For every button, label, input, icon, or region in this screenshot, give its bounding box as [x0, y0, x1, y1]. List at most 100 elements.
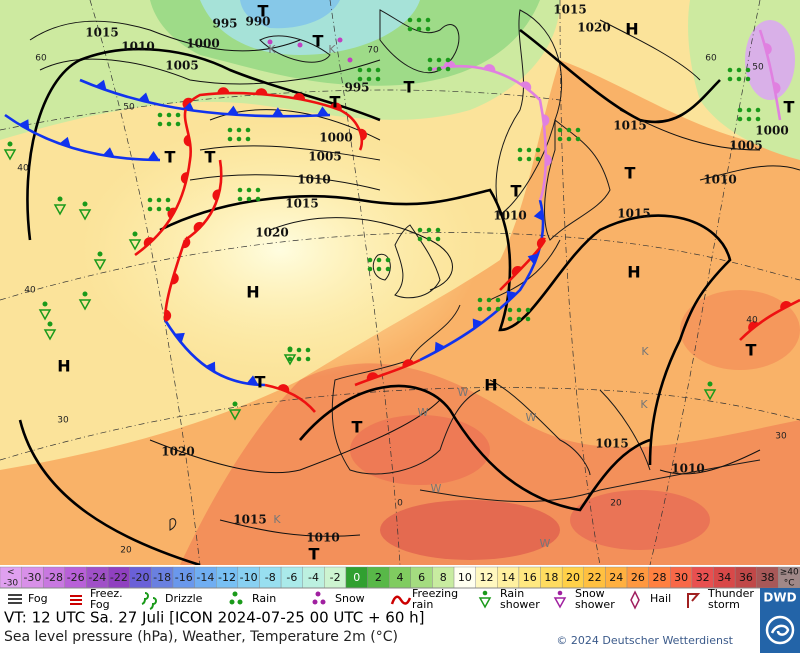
front-symbol — [182, 100, 195, 111]
front-symbol — [520, 81, 532, 92]
legend-item: Rain — [229, 591, 276, 605]
rain-dot — [516, 316, 522, 322]
legend-label-line: shower — [500, 598, 540, 611]
rain-dot — [425, 17, 431, 23]
legend-label: Thunder storm — [707, 587, 754, 611]
region-mark: K — [328, 43, 336, 56]
isobar-label: 1015 — [553, 3, 586, 17]
pressure-system: H — [484, 376, 497, 395]
scale-label: 38 — [761, 571, 775, 584]
shower-dot — [232, 401, 238, 407]
pressure-system: T — [511, 182, 522, 201]
rain-dot — [376, 266, 382, 272]
isobar-label: 1015 — [595, 437, 628, 451]
snow-dot — [297, 42, 303, 48]
front-symbol — [18, 119, 30, 131]
legend-label-line: Thunder — [707, 587, 754, 600]
scale-label: 8 — [440, 571, 447, 584]
rain-dot — [575, 136, 581, 142]
scale-label: -20 — [132, 571, 150, 584]
front-symbol — [212, 189, 220, 202]
rain-dot — [175, 112, 181, 118]
region-mark: W — [418, 406, 429, 419]
shower-dot — [97, 251, 103, 257]
rain-dot — [727, 76, 733, 82]
scale-label: -8 — [265, 571, 276, 584]
legend-item: Freezing rain — [390, 587, 458, 611]
rain-dot — [236, 127, 242, 133]
legend-item: Hail — [630, 590, 671, 610]
front-symbol — [360, 128, 367, 141]
rain-dot — [227, 127, 233, 133]
rain-dot — [367, 257, 373, 263]
rain-dot — [507, 316, 513, 322]
rain-dot — [255, 187, 261, 193]
legend-label: Rain shower — [500, 587, 540, 611]
shower-symbol — [283, 354, 297, 366]
isobar-label: 1010 — [493, 209, 526, 223]
scale-label: 18 — [544, 571, 558, 584]
scale-label: 2 — [375, 571, 382, 584]
legend-label: Freez. Fog — [90, 587, 123, 611]
graticule-label: 50 — [123, 103, 135, 113]
shower-dot — [82, 201, 88, 207]
rain-dot — [477, 306, 483, 312]
scale-label: -6 — [286, 571, 297, 584]
rain-dot — [436, 57, 442, 63]
front-symbol — [472, 318, 483, 330]
pressure-system: T — [746, 341, 757, 360]
pressure-system: T — [313, 32, 324, 51]
rain-dot — [526, 156, 532, 162]
front-symbol — [780, 301, 792, 310]
rain-dot — [517, 147, 523, 153]
front-symbol — [527, 253, 539, 265]
scale-label: -22 — [110, 571, 128, 584]
copyright: © 2024 Deutscher Wetterdienst — [556, 634, 733, 647]
pressure-system: T — [404, 78, 415, 97]
front-symbol — [182, 97, 193, 109]
rain-dot — [755, 116, 761, 122]
rain-dot — [376, 257, 382, 263]
rain-dot — [427, 57, 433, 63]
rain-dot — [416, 26, 422, 32]
rain-dot — [165, 206, 171, 212]
legend-label-line: Freez. — [90, 587, 123, 600]
front-symbol — [434, 341, 446, 353]
isobar-label: 1005 — [308, 150, 341, 164]
legend-item: Drizzle — [141, 592, 203, 610]
scale-label: -24 — [88, 571, 106, 584]
isobar-label: 1020 — [577, 21, 610, 35]
front-symbol — [95, 79, 107, 91]
pressure-system: T — [309, 545, 320, 564]
scale-label: -10 — [240, 571, 258, 584]
shower-dot — [42, 301, 48, 307]
scale-label: 26 — [631, 571, 645, 584]
front-symbol — [102, 147, 115, 157]
front-symbol — [164, 309, 172, 322]
rain-dot — [525, 307, 531, 313]
isobar-label: 1005 — [165, 59, 198, 73]
graticule-label: 60 — [35, 54, 47, 64]
rain-dot — [175, 121, 181, 127]
region-mark: W — [458, 386, 469, 399]
rain-dot — [427, 66, 433, 72]
scale-label: 30 — [674, 571, 688, 584]
pressure-system: H — [57, 357, 70, 376]
isobar-label: 1020 — [161, 445, 194, 459]
legend-label-line: rain — [412, 598, 433, 611]
rain-dot — [147, 206, 153, 212]
description: Sea level pressure (hPa), Weather, Tempe… — [4, 629, 398, 645]
rain-dot — [236, 136, 242, 142]
graticule-label: 30 — [57, 416, 69, 426]
scale-label: 6 — [418, 571, 425, 584]
rain-dot — [495, 306, 501, 312]
legend-label: Snow — [335, 592, 365, 605]
rain-dot — [736, 76, 742, 82]
graticule-label: 30 — [775, 432, 787, 442]
rain-dot — [737, 107, 743, 113]
rain-dot — [407, 17, 413, 23]
scale-label: < — [7, 568, 15, 578]
rain-dot — [366, 67, 372, 73]
front-symbol — [542, 114, 550, 127]
rain-dot — [575, 127, 581, 133]
